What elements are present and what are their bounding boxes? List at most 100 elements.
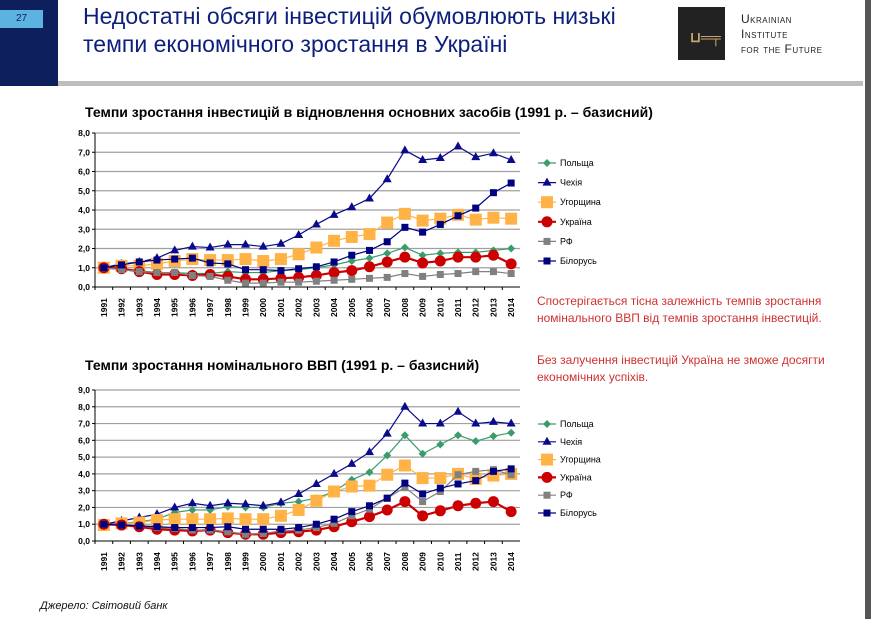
data-point xyxy=(274,509,287,522)
data-point xyxy=(205,500,215,509)
data-point xyxy=(418,251,427,260)
y-tick-label: 2,0 xyxy=(78,502,90,512)
data-point xyxy=(294,489,304,498)
data-point xyxy=(416,472,429,485)
x-tick-label: 1997 xyxy=(205,298,215,317)
data-point xyxy=(224,523,232,531)
data-point xyxy=(311,478,321,487)
x-tick-label: 2002 xyxy=(294,298,304,317)
data-point xyxy=(242,530,250,538)
data-point xyxy=(224,276,232,284)
series-Чехія xyxy=(99,141,516,271)
data-point xyxy=(419,490,427,498)
legend-marker xyxy=(541,453,553,466)
x-tick-label: 2007 xyxy=(382,552,392,571)
data-point xyxy=(400,145,410,154)
data-point xyxy=(419,498,427,506)
data-point xyxy=(400,431,409,440)
data-point xyxy=(242,279,250,287)
data-point xyxy=(258,500,268,509)
data-point xyxy=(472,477,480,485)
data-point xyxy=(400,243,409,252)
data-point xyxy=(170,502,180,511)
legend-label: Угорщина xyxy=(560,197,601,207)
data-point xyxy=(328,485,341,498)
x-tick-label: 2006 xyxy=(364,298,374,317)
data-point xyxy=(507,471,515,479)
data-point xyxy=(224,260,232,268)
data-point xyxy=(348,251,356,259)
data-point xyxy=(100,520,108,528)
data-point xyxy=(364,447,374,456)
y-tick-label: 5,0 xyxy=(78,186,90,196)
x-tick-label: 2014 xyxy=(506,552,516,571)
data-point xyxy=(454,471,462,479)
legend-marker xyxy=(541,471,553,483)
data-point xyxy=(153,523,161,531)
data-point xyxy=(221,254,234,267)
x-tick-label: 2010 xyxy=(435,298,445,317)
x-tick-label: 1995 xyxy=(170,298,180,317)
legend-label: Білорусь xyxy=(560,256,597,266)
x-tick-label: 2004 xyxy=(329,552,339,571)
data-point xyxy=(170,245,180,254)
data-point xyxy=(435,153,445,162)
data-point xyxy=(204,513,217,526)
data-point xyxy=(171,255,179,263)
x-tick-label: 1996 xyxy=(187,552,197,571)
y-tick-label: 1,0 xyxy=(78,263,90,273)
data-point xyxy=(382,174,392,183)
x-tick-label: 1991 xyxy=(99,298,109,317)
data-point xyxy=(383,451,392,460)
x-tick-label: 2003 xyxy=(311,298,321,317)
data-point xyxy=(488,148,498,157)
legend-label: РФ xyxy=(560,490,573,500)
data-point xyxy=(365,274,373,282)
x-tick-label: 1999 xyxy=(241,298,251,317)
data-point xyxy=(329,209,339,218)
data-point xyxy=(469,213,482,226)
data-point xyxy=(276,238,286,247)
legend-marker xyxy=(543,509,551,517)
data-point xyxy=(505,212,518,225)
x-tick-label: 2009 xyxy=(418,552,428,571)
data-point xyxy=(452,251,464,263)
data-point xyxy=(118,261,126,269)
data-point xyxy=(187,241,197,250)
data-point xyxy=(348,275,356,283)
data-point xyxy=(223,498,233,507)
data-point xyxy=(488,416,498,425)
legend-marker xyxy=(543,159,551,167)
data-point xyxy=(418,418,428,427)
data-point xyxy=(242,525,250,533)
logo-text: Ukrainian Institute for the Future xyxy=(741,12,822,57)
data-point xyxy=(277,525,285,533)
data-point xyxy=(434,255,446,267)
data-point xyxy=(258,241,268,250)
data-point xyxy=(346,265,358,277)
data-point xyxy=(312,263,320,271)
data-point xyxy=(205,242,215,251)
x-tick-label: 1993 xyxy=(134,552,144,571)
data-point xyxy=(383,249,392,258)
data-point xyxy=(383,273,391,281)
x-tick-label: 1992 xyxy=(117,552,127,571)
y-tick-label: 9,0 xyxy=(78,385,90,395)
data-point xyxy=(295,265,303,273)
x-tick-label: 2001 xyxy=(276,298,286,317)
legend-marker xyxy=(543,491,551,499)
data-point xyxy=(436,249,445,258)
data-point xyxy=(239,253,252,266)
series-line xyxy=(103,405,512,525)
legend-marker xyxy=(543,237,551,245)
data-point xyxy=(310,241,323,254)
x-tick-label: 1993 xyxy=(134,298,144,317)
data-point xyxy=(453,406,463,415)
data-point xyxy=(259,525,267,533)
data-point xyxy=(206,524,214,532)
data-point xyxy=(171,524,179,532)
data-point xyxy=(347,202,357,211)
x-tick-label: 2012 xyxy=(471,298,481,317)
data-point xyxy=(329,468,339,477)
